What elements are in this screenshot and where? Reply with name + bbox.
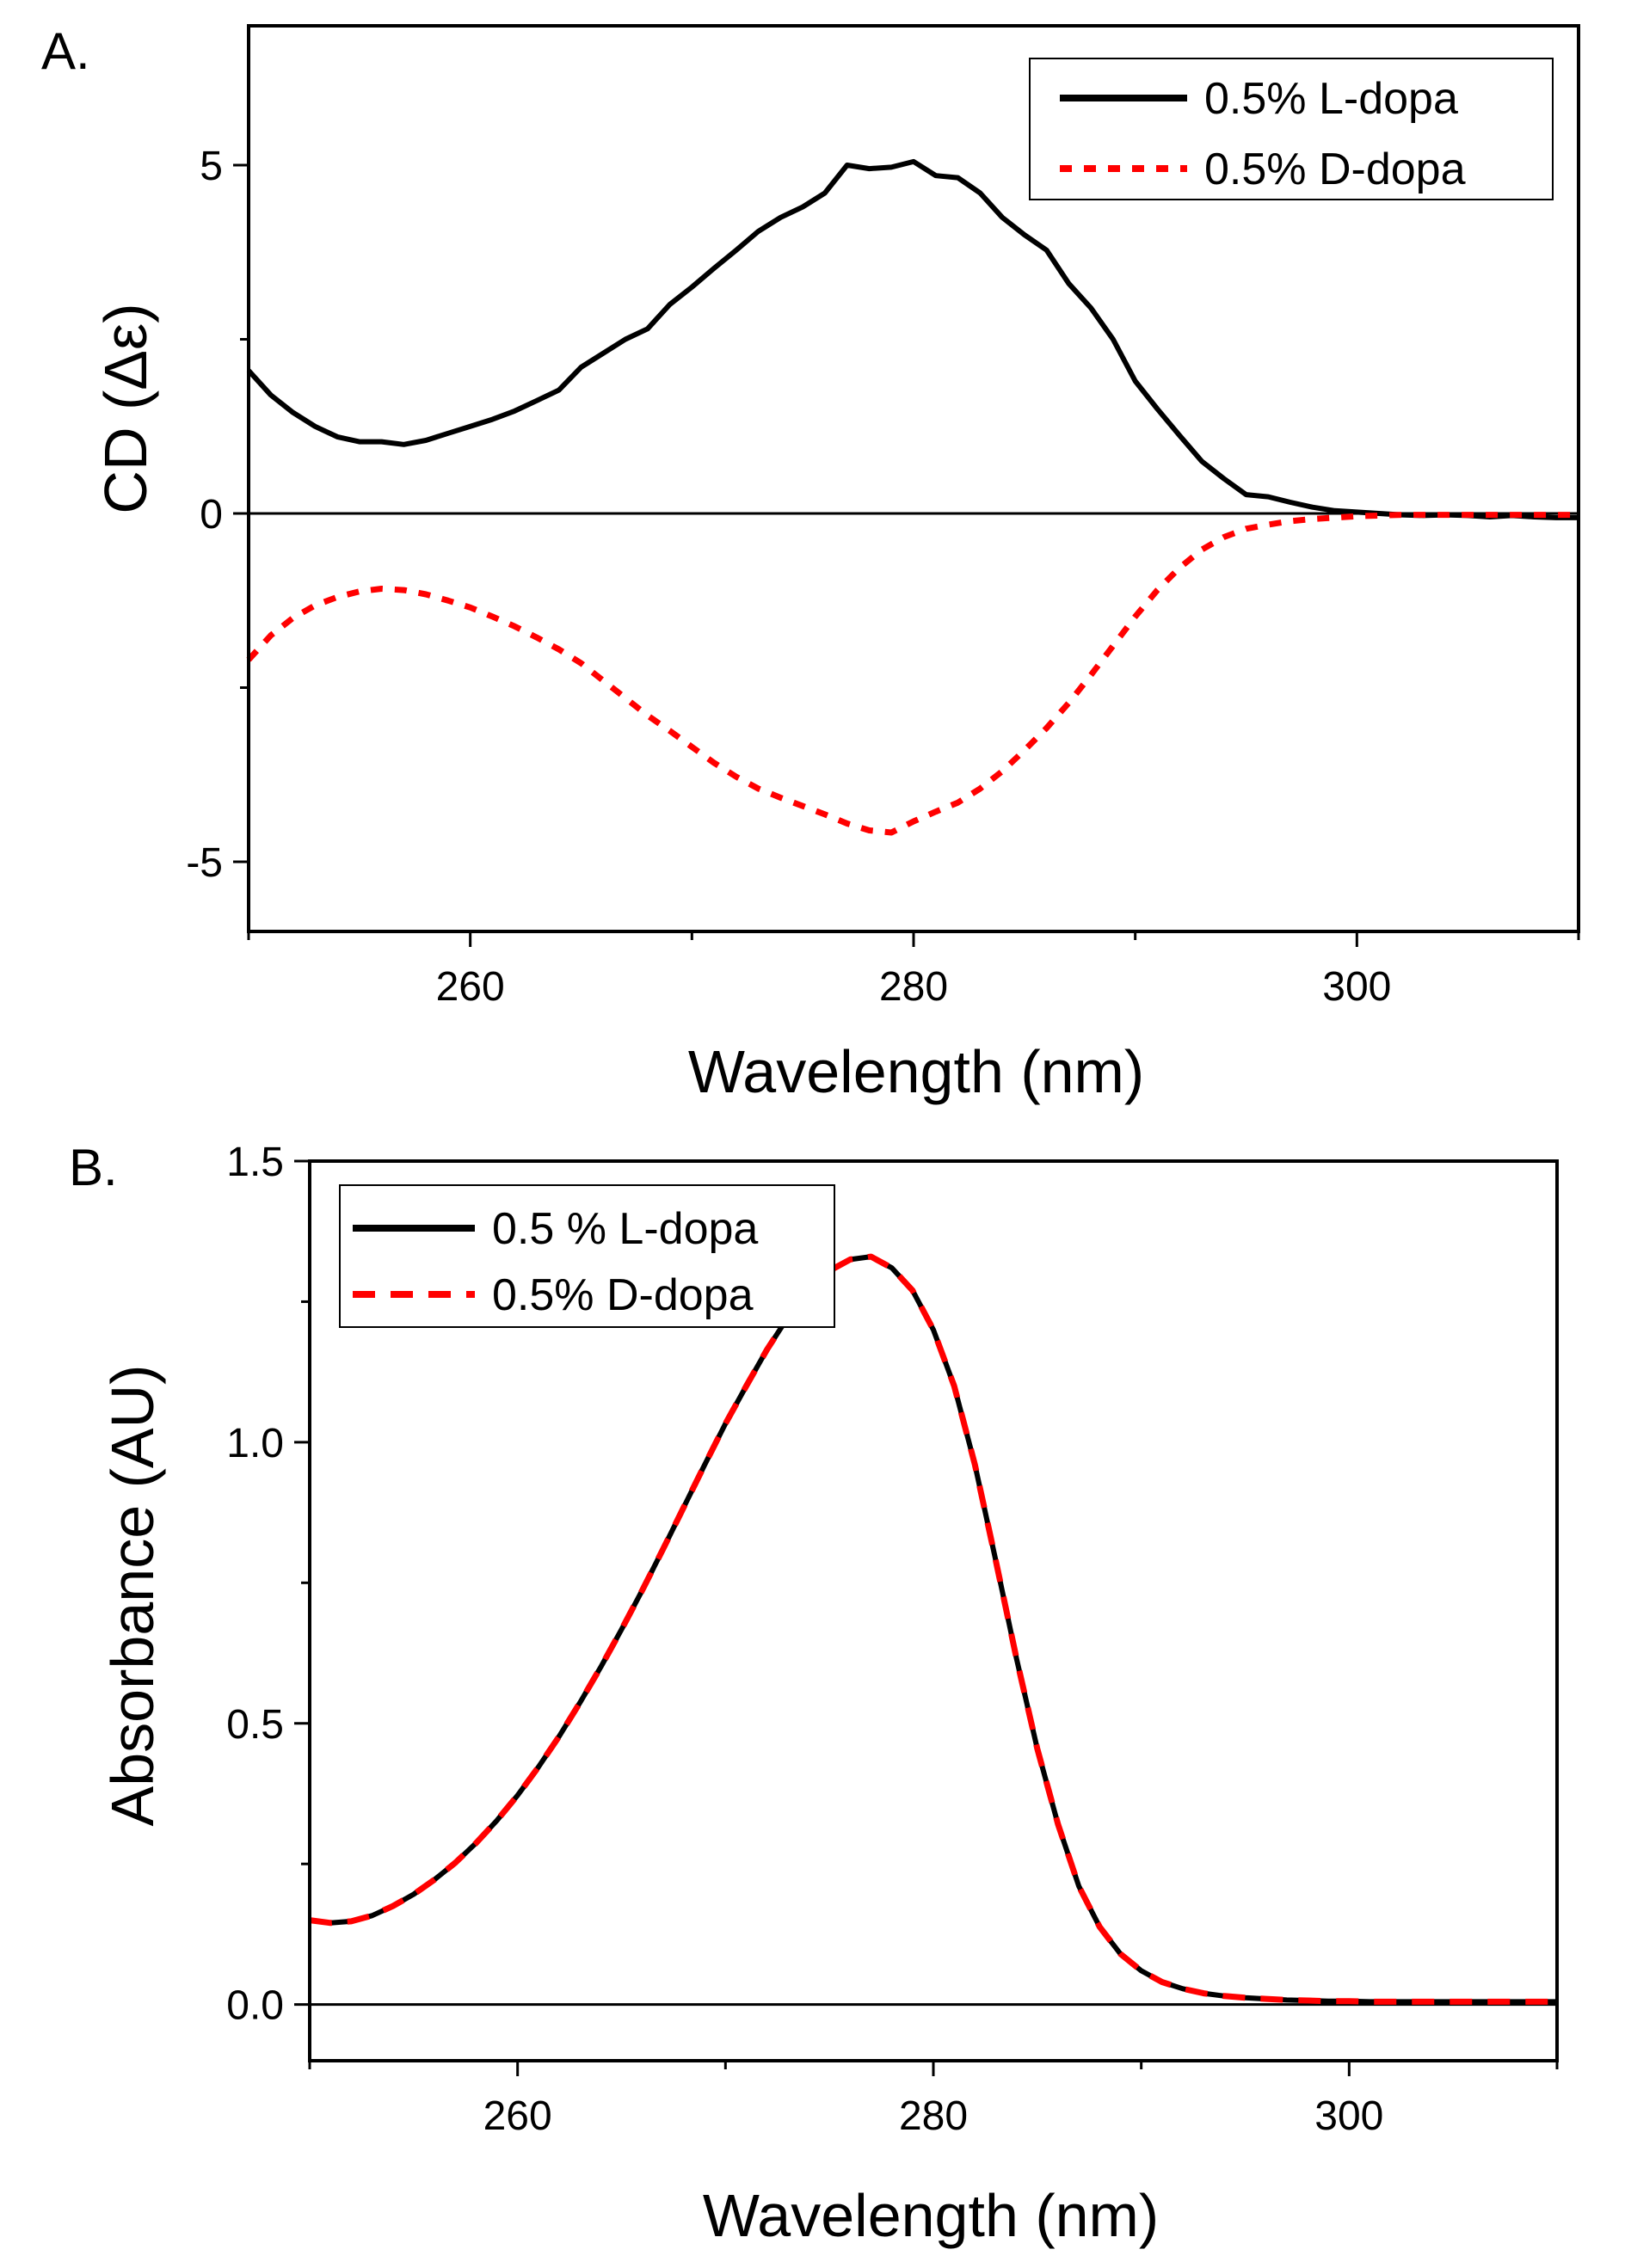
panel-a-series-line-d-dopa <box>246 512 1579 836</box>
panel-b-x-axis-title: Wavelength (nm) <box>703 2182 1159 2249</box>
panel-b-y-tick-labels: 0.0 0.5 1.0 1.5 <box>226 1140 284 2029</box>
panel-b-y-tick-label: 0.0 <box>226 1983 284 2029</box>
panel-a-y-axis-title: CD (Δε) <box>92 303 159 513</box>
panel-a-x-tick-label: 260 <box>436 964 505 1010</box>
panel-a-y-tick-label: 5 <box>200 144 223 189</box>
panel-b-y-axis-title: Absorbance (AU) <box>99 1365 166 1827</box>
panel-a-series-line-l-dopa <box>246 158 1579 520</box>
panel-a-plot-frame <box>247 24 1580 933</box>
panel-b-legend-box <box>339 1184 835 1328</box>
panel-b-legend-label-l-dopa: 0.5 % L-dopa <box>492 1204 758 1254</box>
panel-a-legend-label-l-dopa: 0.5% L-dopa <box>1204 74 1458 124</box>
panel-b-series-line-l-dopa <box>309 1254 1557 2005</box>
panel-a-letter: A. <box>41 22 90 80</box>
panel-b-x-tick-label: 300 <box>1314 2093 1383 2139</box>
panel-b-y-tick-label: 1.0 <box>226 1421 284 1466</box>
panel-b-plot-frame <box>308 1159 1559 2062</box>
panel-a-y-tick-label: 0 <box>200 492 223 538</box>
panel-a-x-tick-labels: 260 280 300 <box>436 964 1392 1010</box>
panel-b-legend-label-d-dopa: 0.5% D-dopa <box>492 1270 754 1320</box>
panel-b-legend: 0.5 % L-dopa 0.5% D-dopa <box>339 1184 835 1328</box>
panel-a-y-tick-labels: -5 0 5 <box>186 144 223 886</box>
panel-b-series-line-d-dopa <box>309 1253 1557 2005</box>
panel-a-y-tick-label: -5 <box>186 840 223 886</box>
panel-a-series <box>246 158 1579 836</box>
panel-a-x-tick-label: 280 <box>879 964 948 1010</box>
panel-a-x-axis-title: Wavelength (nm) <box>688 1038 1144 1105</box>
panel-b: B. 260 280 300 0.0 0.5 1.0 1.5 Wavelengt… <box>69 1139 1559 2249</box>
panel-b-x-tick-labels: 260 280 300 <box>483 2093 1384 2139</box>
panel-b-x-tick-label: 280 <box>899 2093 968 2139</box>
panel-b-series <box>309 1253 1557 2005</box>
panel-b-letter: B. <box>69 1139 118 1196</box>
panel-a-legend-label-d-dopa: 0.5% D-dopa <box>1204 144 1466 194</box>
panel-a-ticks <box>233 163 1580 947</box>
panel-a: A. 260 280 300 -5 0 5 Wavelength (nm) CD… <box>41 22 1580 1105</box>
panel-a-legend-box <box>1029 58 1554 200</box>
panel-b-x-tick-label: 260 <box>483 2093 552 2139</box>
panel-b-y-tick-label: 0.5 <box>226 1702 284 1748</box>
panel-a-x-tick-label: 300 <box>1322 964 1391 1010</box>
panel-b-y-tick-label: 1.5 <box>226 1140 284 1185</box>
panel-a-legend: 0.5% L-dopa 0.5% D-dopa <box>1029 58 1554 200</box>
